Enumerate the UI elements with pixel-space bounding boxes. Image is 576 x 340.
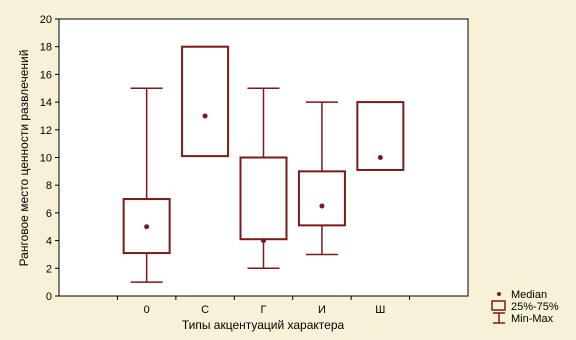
median-marker	[261, 238, 266, 244]
median-marker	[377, 155, 383, 160]
x-tick-label: С	[201, 304, 209, 316]
y-axis-title: Ранговое место ценности развлечений	[17, 50, 31, 267]
legend-box-label: 25%-75%	[511, 301, 559, 313]
box-iqr	[122, 198, 171, 255]
x-axis-title: Типы акцентуаций характера	[182, 318, 345, 332]
box-iqr	[356, 101, 405, 171]
x-tick-label: 0	[144, 304, 150, 316]
x-tick-label: Ш	[375, 304, 385, 316]
y-tick-label: 8	[46, 180, 52, 192]
legend-whisker-label: Min-Max	[511, 313, 554, 325]
legend-median-marker	[497, 292, 501, 296]
y-axis-ticks: 0 2 4 6 8 10 12 14 16 18 20	[40, 14, 59, 303]
x-tick-label: И	[318, 304, 326, 316]
y-tick-label: 2	[46, 263, 52, 275]
median-marker	[319, 203, 325, 209]
box-iqr	[181, 45, 230, 158]
y-tick-label: 4	[46, 236, 52, 248]
y-tick-label: 6	[46, 208, 52, 220]
y-tick-label: 12	[40, 125, 52, 137]
median-marker	[144, 224, 150, 230]
box-group	[122, 45, 405, 283]
x-tick-label: Г	[261, 304, 267, 316]
y-tick-label: 16	[40, 69, 52, 81]
y-tick-label: 10	[40, 153, 52, 165]
y-tick-label: 0	[46, 291, 52, 303]
y-tick-label: 20	[40, 14, 52, 26]
legend-box-swatch	[491, 300, 506, 311]
median-marker	[202, 113, 208, 119]
y-tick-label: 14	[40, 97, 52, 109]
x-axis-ticks: 0 С Г И Ш	[116, 296, 411, 316]
legend-median-label: Median	[511, 289, 547, 301]
y-tick-label: 18	[40, 42, 52, 54]
box-iqr	[297, 170, 346, 227]
